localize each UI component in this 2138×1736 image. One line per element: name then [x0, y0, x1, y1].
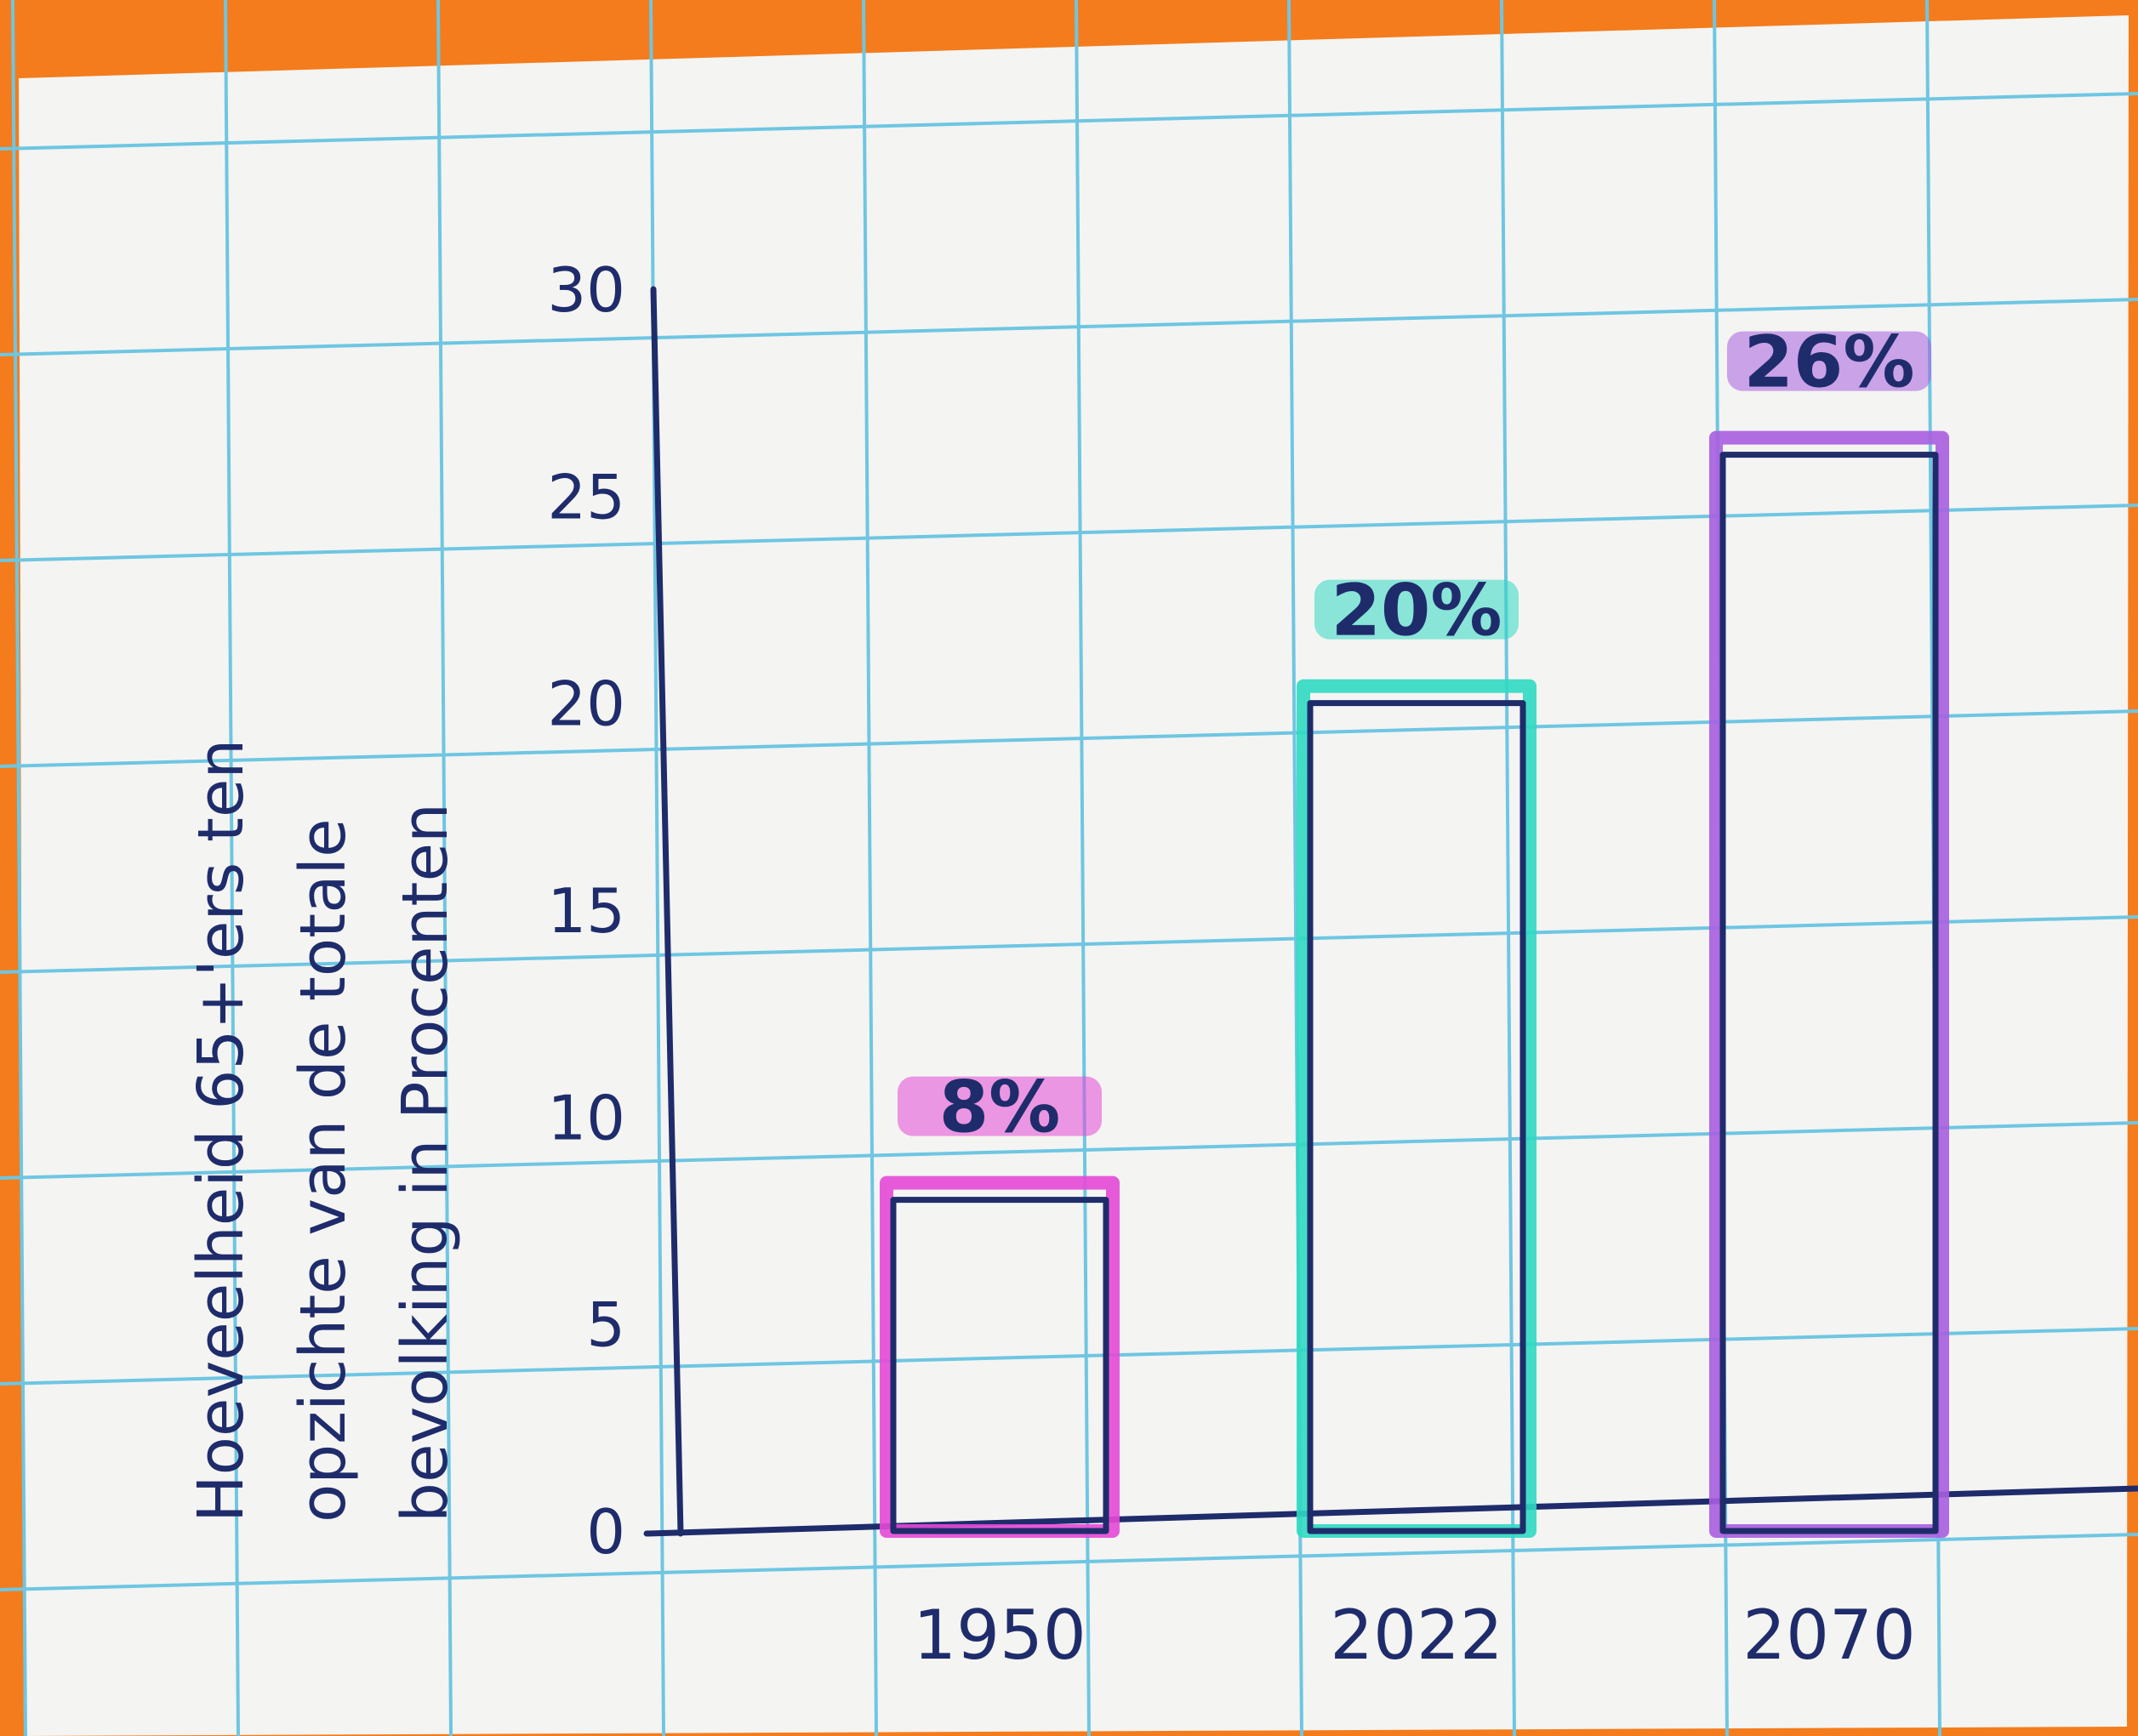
bar: [1297, 679, 1537, 1538]
data-labels: 8% 20% 26%: [898, 321, 1931, 1149]
grid-line-vertical: [1500, 0, 1516, 1736]
data-label-text: 8%: [939, 1066, 1061, 1149]
grid-line-horizontal: [0, 298, 2138, 356]
data-label-highlight: [898, 1076, 1102, 1136]
x-tick-label: 2022: [1330, 1596, 1503, 1675]
grid-line-horizontal: [0, 709, 2138, 768]
y-tick-label: 25: [547, 461, 625, 532]
bar-outline: [1719, 452, 1939, 1534]
y-tick-label: 20: [547, 669, 625, 740]
y-axis-label: Hoeveelheid 65+'ers ten opzichte van de …: [185, 739, 462, 1523]
grid-line-vertical: [11, 0, 27, 1736]
grid-line-horizontal: [0, 1533, 2138, 1591]
grid-line-horizontal: [0, 92, 2138, 151]
y-tick-label: 5: [586, 1289, 625, 1361]
grid-line-vertical: [436, 0, 453, 1736]
y-axis-label-line-2: opzichte van de totale: [287, 818, 360, 1523]
y-tick-labels: 0 5 10 15 20 25 30: [547, 254, 625, 1568]
y-tick-label: 0: [586, 1496, 625, 1568]
data-label: 8%: [898, 1066, 1102, 1149]
data-label-highlight: [1314, 579, 1519, 640]
y-tick-label: 30: [547, 254, 625, 326]
x-tick-label: 2070: [1742, 1596, 1916, 1675]
y-axis-line: [650, 286, 684, 1537]
bar: [880, 1175, 1120, 1538]
grid-line-vertical: [862, 0, 878, 1736]
x-tick-label: 1950: [913, 1596, 1086, 1675]
bars: [880, 430, 1949, 1539]
grid-line-horizontal: [0, 1121, 2138, 1180]
graph-paper: [19, 15, 2129, 1736]
bar-outline: [1307, 700, 1526, 1534]
data-label-highlight: [1727, 331, 1931, 391]
y-axis-label-line-3: bevolking in Procenten: [389, 803, 462, 1523]
grid-line-horizontal: [0, 504, 2138, 562]
grid-line-horizontal: [0, 915, 2138, 974]
data-label-text: 20%: [1331, 569, 1502, 652]
grid-line-horizontal: [0, 1327, 2138, 1386]
grid-line-vertical: [1075, 0, 1091, 1736]
y-tick-label: 10: [547, 1082, 625, 1153]
y-axis-label-line-1: Hoeveelheid 65+'ers ten: [185, 739, 258, 1523]
y-tick-label: 15: [547, 875, 625, 947]
bar: [1709, 430, 1949, 1539]
data-label-text: 26%: [1743, 321, 1914, 404]
grid-line-vertical: [224, 0, 240, 1736]
x-tick-labels: 1950 2022 2070: [913, 1596, 1916, 1675]
data-label: 26%: [1727, 321, 1931, 404]
bar-outline: [890, 1197, 1109, 1534]
data-label: 20%: [1314, 569, 1519, 652]
